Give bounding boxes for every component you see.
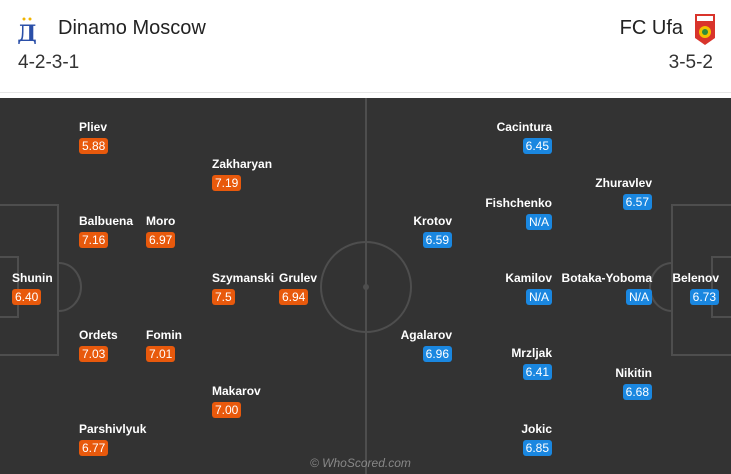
away-player[interactable]: Botaka-Yoboma N/A [562,271,652,305]
player-rating-badge: 7.19 [212,175,242,191]
home-player[interactable]: Zakharyan 7.19 [212,157,272,191]
dinamo-crest-icon: Д [17,17,37,44]
home-player[interactable]: Szymanski 7.5 [212,271,274,305]
player-name: Makarov [212,384,261,398]
player-rating-badge: 6.45 [522,138,552,154]
home-player[interactable]: Balbuena 7.16 [79,214,133,248]
player-name: Belenov [672,271,719,285]
player-rating-badge: 7.16 [79,232,109,248]
home-player[interactable]: Grulev 6.94 [279,271,317,305]
away-player[interactable]: Mrzljak 6.41 [511,346,552,380]
home-formation: 4-2-3-1 [18,52,80,73]
player-rating-badge: 6.97 [146,232,176,248]
player-name: Moro [146,214,176,228]
player-name: Pliev [79,120,108,134]
svg-text:Д: Д [17,21,37,44]
home-player[interactable]: Makarov 7.00 [212,384,261,418]
player-rating-badge: N/A [525,214,552,230]
away-player[interactable]: Belenov 6.73 [672,271,719,305]
player-name: Nikitin [615,366,652,380]
center-circle [320,241,412,333]
away-player[interactable]: Fishchenko N/A [485,196,552,230]
player-name: Parshivlyuk [79,422,147,436]
home-player[interactable]: Ordets 7.03 [79,328,118,362]
pitch: Shunin 6.40 Pliev 5.88 Balbuena 7.16 Ordets 7.0… [0,98,731,474]
away-formation: 3-5-2 [668,52,713,73]
away-player[interactable]: Jokic 6.85 [521,422,552,456]
player-rating-badge: 7.00 [212,402,242,418]
player-name: Kamilov [505,271,552,285]
player-rating-badge: 6.57 [622,194,652,210]
left-goal-box [0,256,19,318]
player-name: Agalarov [400,328,452,342]
player-name: Szymanski [212,271,275,285]
player-name: Botaka-Yoboma [561,271,652,285]
home-player[interactable]: Pliev 5.88 [79,120,109,154]
player-rating-badge: 7.01 [146,346,176,362]
match-header: Д Dinamo Moscow 4-2-3-1 FC Ufa 3-5-2 [0,0,731,93]
home-team-name[interactable]: Dinamo Moscow [58,17,206,39]
away-player[interactable]: Krotov 6.59 [413,214,452,248]
player-name: Fishchenko [485,196,552,210]
ufa-crest-icon [695,14,715,45]
right-goal-box [711,256,731,318]
home-player[interactable]: Moro 6.97 [146,214,176,248]
player-rating-badge: 6.73 [689,289,719,305]
player-rating-badge: 6.77 [79,440,109,456]
right-penalty-box [671,204,731,356]
home-player[interactable]: Fomin 7.01 [146,328,182,362]
player-name: Shunin [12,271,53,285]
away-player[interactable]: Cacintura 6.45 [497,120,552,154]
player-rating-badge: 6.41 [522,364,552,380]
player-rating-badge: 6.96 [422,346,452,362]
left-penalty-box [0,204,59,356]
watermark: © WhoScored.com [310,456,411,470]
home-player[interactable]: Shunin 6.40 [12,271,53,305]
player-name: Zakharyan [212,157,273,171]
player-name: Grulev [279,271,318,285]
player-rating-badge: 6.40 [12,289,42,305]
player-rating-badge: 6.85 [522,440,552,456]
player-name: Mrzljak [511,346,552,360]
player-rating-badge: 6.68 [622,384,652,400]
center-spot [363,284,369,290]
away-player[interactable]: Agalarov 6.96 [401,328,452,362]
player-name: Ordets [79,328,118,342]
player-name: Fomin [146,328,182,342]
home-player[interactable]: Parshivlyuk 6.77 [79,422,146,456]
player-name: Krotov [413,214,452,228]
player-rating-badge: 6.94 [279,289,309,305]
player-rating-badge: 7.5 [212,289,235,305]
away-player[interactable]: Nikitin 6.68 [615,366,652,400]
player-name: Cacintura [496,120,552,134]
player-rating-badge: N/A [525,289,552,305]
away-team-name[interactable]: FC Ufa [619,17,683,39]
away-player[interactable]: Kamilov N/A [505,271,552,305]
player-rating-badge: 6.59 [422,232,452,248]
player-name: Zhuravlev [595,176,652,190]
player-rating-badge: 5.88 [79,138,109,154]
player-rating-badge: N/A [625,289,652,305]
away-player[interactable]: Zhuravlev 6.57 [595,176,652,210]
player-name: Balbuena [79,214,134,228]
player-rating-badge: 7.03 [79,346,109,362]
player-name: Jokic [521,422,552,436]
